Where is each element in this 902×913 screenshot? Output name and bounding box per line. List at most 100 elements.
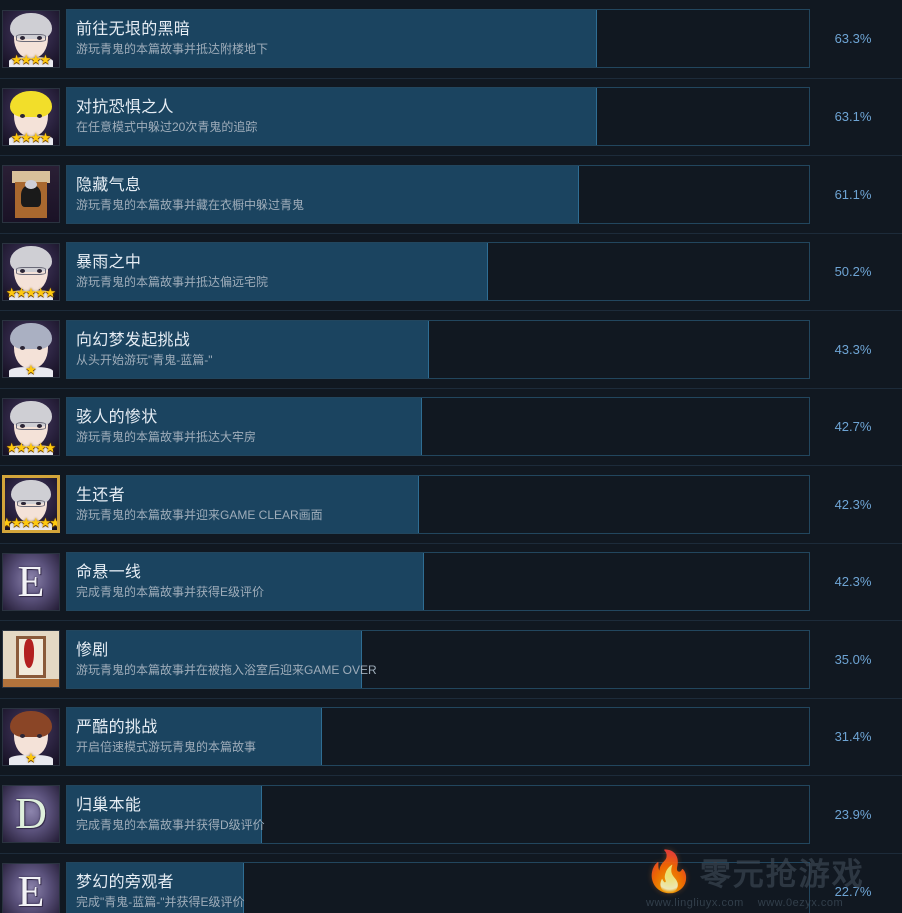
- achievement-progress: 生还者 游玩青鬼的本篇故事并迎来GAME CLEAR画面: [66, 474, 810, 534]
- eye-left: [20, 113, 26, 118]
- achievement-progress: 暴雨之中 游玩青鬼的本篇故事并抵达偏远宅院: [66, 242, 810, 302]
- achievement-progress: 严酷的挑战 开启倍速模式游玩青鬼的本篇故事: [66, 707, 810, 767]
- achievement-progress: 惨剧游玩青鬼的本篇故事并在被拖入浴室后迎来GAME OVER: [66, 629, 810, 689]
- achievement-name: 命悬一线: [76, 564, 142, 582]
- achievement-text: 梦幻的旁观者 完成"青鬼-蓝篇-"并获得E级评价: [76, 862, 804, 913]
- eye-right: [36, 113, 42, 118]
- eye-left: [20, 346, 26, 351]
- achievement-percent: 31.4%: [834, 729, 872, 745]
- progress-fill: [67, 475, 419, 533]
- achievement-row[interactable]: ★ ★ ★ ★ ★ 骇人的惨状 游玩青鬼的本篇故事并抵达大牢房 42.7%: [0, 387, 902, 465]
- progress-track: [66, 319, 810, 379]
- achievement-percent: 23.9%: [834, 806, 872, 822]
- achievement-icon[interactable]: D: [2, 785, 60, 844]
- progress-track: [66, 474, 810, 534]
- bathroom-door-icon: [3, 631, 59, 688]
- achievement-progress: 对抗恐惧之人在任意模式中躲过20次青鬼的追踪: [66, 87, 810, 147]
- rank-e-icon: E: [3, 863, 59, 913]
- rank-d-icon: D: [3, 786, 59, 843]
- shirt: [10, 520, 52, 531]
- hair: [11, 480, 51, 505]
- achievement-icon[interactable]: ★ ★ ★ ★ ★: [2, 397, 60, 456]
- achievement-percent: 63.3%: [834, 31, 872, 47]
- achievement-percent: 42.3%: [834, 574, 872, 590]
- achievement-name: 向幻梦发起挑战: [76, 331, 191, 349]
- achievement-row[interactable]: ★ 向幻梦发起挑战 从头开始游玩"青鬼-蓝篇-" 43.3%: [0, 310, 902, 388]
- achievement-name: 梦幻的旁观者: [76, 874, 174, 892]
- progress-fill: [67, 398, 422, 456]
- achievement-icon[interactable]: ★ ★ ★ ★: [2, 9, 60, 68]
- shirt: [8, 134, 54, 145]
- glasses: [16, 266, 46, 276]
- achievement-percent: 42.3%: [834, 496, 872, 512]
- achievement-name: 惨剧: [76, 641, 109, 659]
- achievement-icon[interactable]: ★: [2, 707, 60, 766]
- rank-letter: D: [15, 789, 47, 839]
- achievement-text: 暴雨之中 游玩青鬼的本篇故事并抵达偏远宅院: [76, 242, 804, 301]
- achievement-row[interactable]: ★ ★ ★ ★ 对抗恐惧之人 在任意模式中躲过20次青鬼的追踪 63.1%: [0, 77, 902, 155]
- character-portrait-icon: [3, 10, 59, 67]
- achievement-icon[interactable]: ★ ★ ★ ★: [2, 87, 60, 146]
- progress-track: [66, 87, 810, 147]
- achievement-icon[interactable]: E: [2, 862, 60, 913]
- achievement-icon[interactable]: ★: [2, 320, 60, 379]
- achievement-description: 游玩青鬼的本篇故事并藏在衣橱中躲过青鬼: [76, 197, 305, 212]
- eye-left: [20, 733, 26, 738]
- progress-track: [66, 784, 810, 844]
- progress-track: [66, 862, 810, 913]
- eye-right: [36, 733, 42, 738]
- achievement-name: 隐藏气息: [76, 176, 142, 194]
- glasses: [16, 33, 46, 43]
- achievement-icon[interactable]: [2, 630, 60, 689]
- closet-shelf: [11, 170, 51, 184]
- shirt: [8, 56, 54, 67]
- achievement-name: 归巢本能: [76, 796, 142, 814]
- achievement-description: 完成青鬼的本篇故事并获得E级评价: [76, 585, 265, 600]
- achievement-percent: 35.0%: [834, 651, 872, 667]
- progress-fill: [67, 630, 362, 688]
- achievement-row[interactable]: 隐藏气息 游玩青鬼的本篇故事并藏在衣橱中躲过青鬼 61.1%: [0, 155, 902, 233]
- achievement-icon[interactable]: E: [2, 552, 60, 611]
- shirt: [8, 367, 54, 378]
- achievement-progress: 隐藏气息游玩青鬼的本篇故事并藏在衣橱中躲过青鬼: [66, 164, 810, 224]
- achievement-row[interactable]: ★ ★ ★ ★ ★ ★ 生还者 游玩青鬼的本篇故事并迎来GAME CLEAR画面 42.3%: [0, 465, 902, 543]
- achievement-percent: 50.2%: [834, 264, 872, 280]
- achievement-row[interactable]: E 梦幻的旁观者 完成"青鬼-蓝篇-"并获得E级评价 22.7%: [0, 852, 902, 913]
- achievement-row[interactable]: ★ 严酷的挑战 开启倍速模式游玩青鬼的本篇故事 31.4%: [0, 697, 902, 775]
- achievement-progress: 命悬一线完成青鬼的本篇故事并获得E级评价: [66, 552, 810, 612]
- glasses: [16, 421, 46, 431]
- progress-fill: [67, 785, 262, 843]
- achievement-progress: 向幻梦发起挑战 从头开始游玩"青鬼-蓝篇-": [66, 319, 810, 379]
- achievement-row[interactable]: ★ ★ ★ ★ ★ 暴雨之中 游玩青鬼的本篇故事并抵达偏远宅院 50.2%: [0, 232, 902, 310]
- achievement-percent: 43.3%: [834, 341, 872, 357]
- achievement-name: 生还者: [76, 486, 125, 504]
- achievement-row[interactable]: E 命悬一线完成青鬼的本篇故事并获得E级评价 42.3%: [0, 542, 902, 620]
- achievement-row[interactable]: D 归巢本能 完成青鬼的本篇故事并获得D级评价 23.9%: [0, 775, 902, 853]
- progress-fill: [67, 165, 579, 223]
- blood-stain: [24, 639, 35, 669]
- achievement-icon[interactable]: [2, 165, 60, 224]
- achievement-icon[interactable]: ★ ★ ★ ★ ★: [2, 242, 60, 301]
- rank-letter: E: [17, 866, 45, 913]
- achievement-description: 在任意模式中躲过20次青鬼的追踪: [76, 120, 258, 135]
- progress-fill: [67, 320, 429, 378]
- progress-track: [66, 629, 810, 689]
- progress-fill: [67, 863, 244, 913]
- achievement-name: 对抗恐惧之人: [76, 99, 174, 117]
- achievement-row[interactable]: ★ ★ ★ ★ 前往无垠的黑暗 游玩青鬼的本篇故事并抵达附楼地下 63.3%: [0, 0, 902, 78]
- hair: [9, 323, 53, 350]
- rank-letter: E: [17, 556, 45, 606]
- floor: [3, 679, 59, 688]
- progress-fill: [67, 243, 488, 301]
- closet-icon: [3, 166, 59, 223]
- progress-fill: [67, 553, 424, 611]
- achievement-progress: 前往无垠的黑暗 游玩青鬼的本篇故事并抵达附楼地下: [66, 9, 810, 69]
- character-portrait-icon: [5, 478, 57, 531]
- achievement-icon[interactable]: ★ ★ ★ ★ ★ ★: [2, 475, 60, 534]
- achievement-row[interactable]: 惨剧游玩青鬼的本篇故事并在被拖入浴室后迎来GAME OVER 35.0%: [0, 620, 902, 698]
- achievement-description: 游玩青鬼的本篇故事并在被拖入浴室后迎来GAME OVER: [76, 662, 377, 677]
- glasses: [17, 499, 45, 508]
- progress-track: [66, 9, 810, 69]
- achievement-text: 严酷的挑战 开启倍速模式游玩青鬼的本篇故事: [76, 707, 804, 766]
